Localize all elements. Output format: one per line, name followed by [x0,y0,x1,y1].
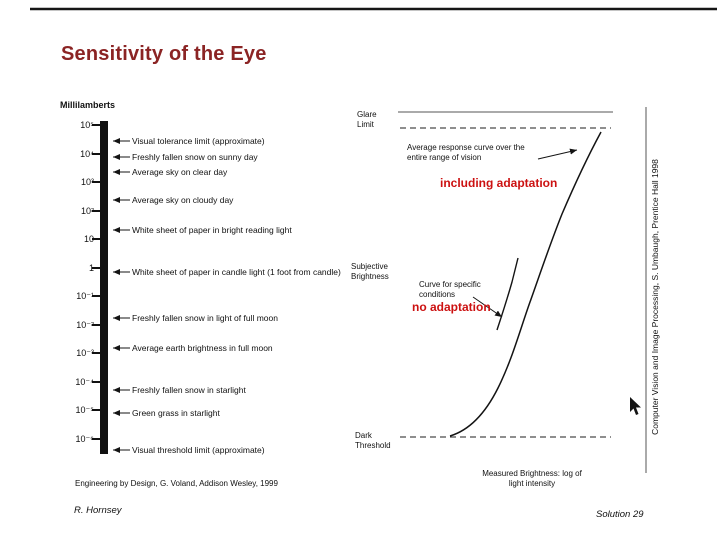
scale-item-label: Visual tolerance limit (approximate) [132,136,265,146]
scale-tick-label: 10⁻⁵ [75,405,95,415]
scale-tick-label: 10⁻² [76,320,94,330]
side-citation: Computer Vision and Image Processing, S.… [650,159,660,435]
no-adaptation-annotation: no adaptation [412,300,491,314]
scale-tick-label: 10⁻¹ [76,291,94,301]
scale-tick-label: 10⁻³ [76,348,94,358]
scale-item-label: Visual threshold limit (approximate) [132,445,265,455]
specific-curve-arrow [472,296,503,318]
scale-tick-label: 10⁻⁶ [75,434,94,444]
caption-arrows [472,148,578,318]
scale-bar [100,121,108,454]
average-curve-arrow [537,148,578,160]
scale-tick-label: 10⁴ [80,149,94,159]
average-response-curve [449,131,602,437]
millilambert-bar [92,121,108,454]
scale-tick-label: 10³ [80,177,94,187]
chart-frame [398,107,647,473]
scale-tick-label: 10 [83,234,94,244]
scale-item-label: Average sky on cloudy day [132,195,234,205]
scale-item-label: Freshly fallen snow in starlight [132,385,246,395]
scale-item-label: Freshly fallen snow in light of full moo… [132,313,278,323]
scale-item-label: Freshly fallen snow on sunny day [132,152,258,162]
average-curve-caption: Average response curve over the entire r… [407,143,525,162]
scale-item-arrows [113,138,130,453]
author-name: R. Hornsey [74,505,122,516]
pointer-arrow-icon [630,397,641,415]
glare-limit-label: Glare Limit [357,110,377,129]
x-axis-label: Measured Brightness: log of light intens… [482,469,582,488]
including-adaptation-annotation: including adaptation [440,176,558,190]
scale-item-label: Average sky on clear day [132,167,228,177]
scale-item-label: White sheet of paper in candle light (1 … [132,267,341,277]
scale-tick-label: 10⁻⁴ [75,377,94,387]
dark-threshold-label: Dark Threshold [355,431,391,450]
figure-attribution: Engineering by Design, G. Voland, Addiso… [75,479,278,488]
scale-tick-marks [92,124,100,440]
scale-item-label: Green grass in starlight [132,408,220,418]
solution-number: Solution 29 [596,509,644,520]
scale-tick-label: 1 [88,263,94,273]
scale-unit-label: Millilamberts [60,100,116,110]
specific-curve-caption: Curve for specific conditions [419,280,481,299]
scale-tick-label: 10² [80,206,94,216]
scale-tick-label: 10⁵ [80,120,94,130]
slide-title: Sensitivity of the Eye [61,43,267,65]
scale-item-label: White sheet of paper in bright reading l… [132,225,292,235]
scale-item-label: Average earth brightness in full moon [132,343,273,353]
y-axis-label: Subjective Brightness [351,262,389,281]
